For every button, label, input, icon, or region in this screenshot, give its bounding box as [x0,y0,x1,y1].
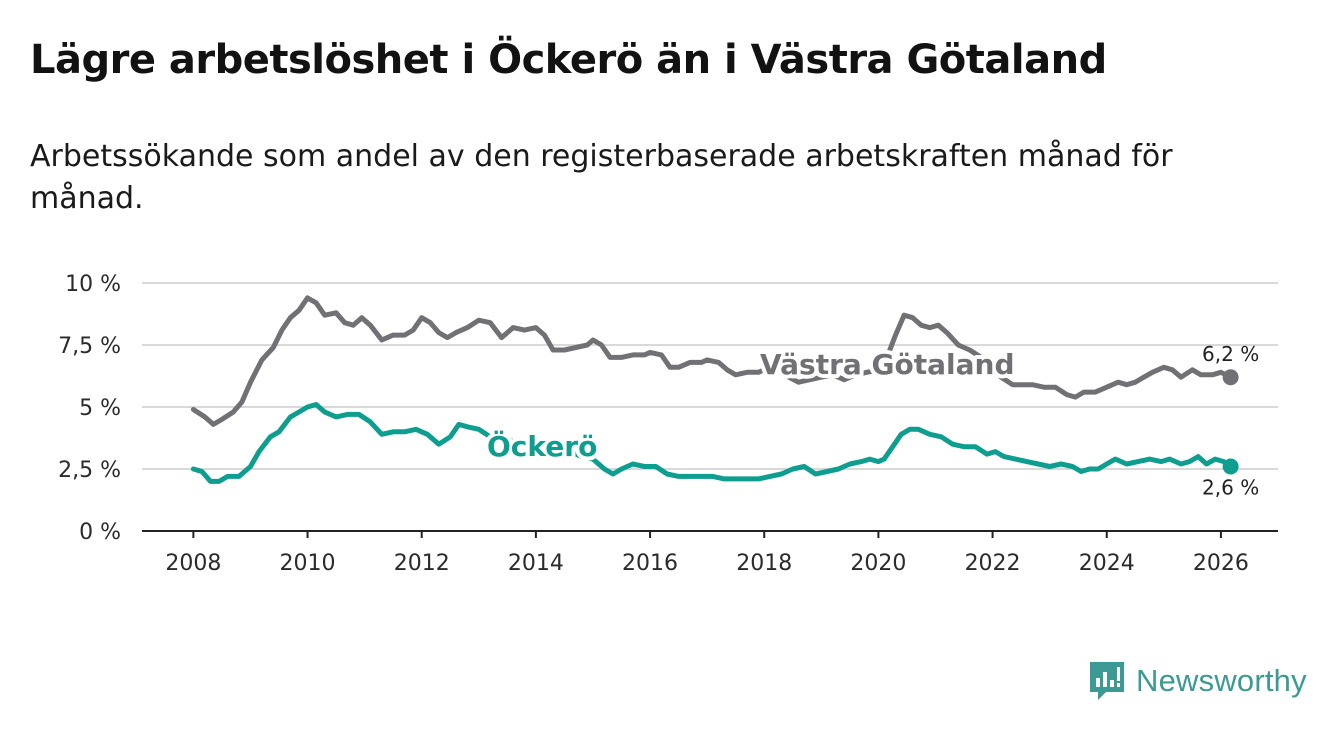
series-label-ockero: Öckerö [487,429,597,463]
y-tick-label: 7,5 % [58,334,121,359]
series-label-halo: Öckerö [487,429,597,463]
series-label-halo: Västra Götaland [760,348,1015,381]
x-tick-label: 2022 [965,551,1021,576]
chart-subtitle: Arbetssökande som andel av den registerb… [30,139,1173,216]
x-tick-label: 2018 [736,551,792,576]
series-end-value: 2,6 % [1202,476,1259,500]
y-tick-label: 5 % [79,396,121,421]
x-tick-label: 2008 [165,551,221,576]
x-tick-label: 2024 [1079,551,1135,576]
x-tick-label: 2020 [850,551,906,576]
series-line-ockero [190,402,1234,484]
x-tick-label: 2012 [394,551,450,576]
series-end-marker [1222,369,1239,386]
y-tick-label: 2,5 % [58,458,121,483]
series-end-marker [1222,458,1239,475]
x-tick-label: 2026 [1193,551,1249,576]
chart-title: Lägre arbetslöshet i Öckerö än i Västra … [30,37,1107,83]
series-lines [190,295,1239,484]
bar-chart-logo-icon [1090,662,1124,700]
gridlines [142,282,1278,470]
brand-name: Newsworthy [1136,663,1307,698]
series-label-vastra-gotaland: Västra Götaland [760,348,1015,381]
x-tick-label: 2010 [280,551,336,576]
x-tick-label: 2014 [508,551,564,576]
series-end-value: 6,2 % [1202,342,1259,366]
y-tick-label: 10 % [65,272,121,297]
y-tick-label: 0 % [79,520,121,545]
x-tick-label: 2016 [622,551,678,576]
axes: 0 % 2,5 % 5 % 7,5 % 10 % 2008 2010 2012 2014 2016… [58,272,1278,576]
series-line-vastra-gotaland [190,295,1234,427]
newsworthy-logo[interactable]: Newsworthy [1088,660,1307,702]
